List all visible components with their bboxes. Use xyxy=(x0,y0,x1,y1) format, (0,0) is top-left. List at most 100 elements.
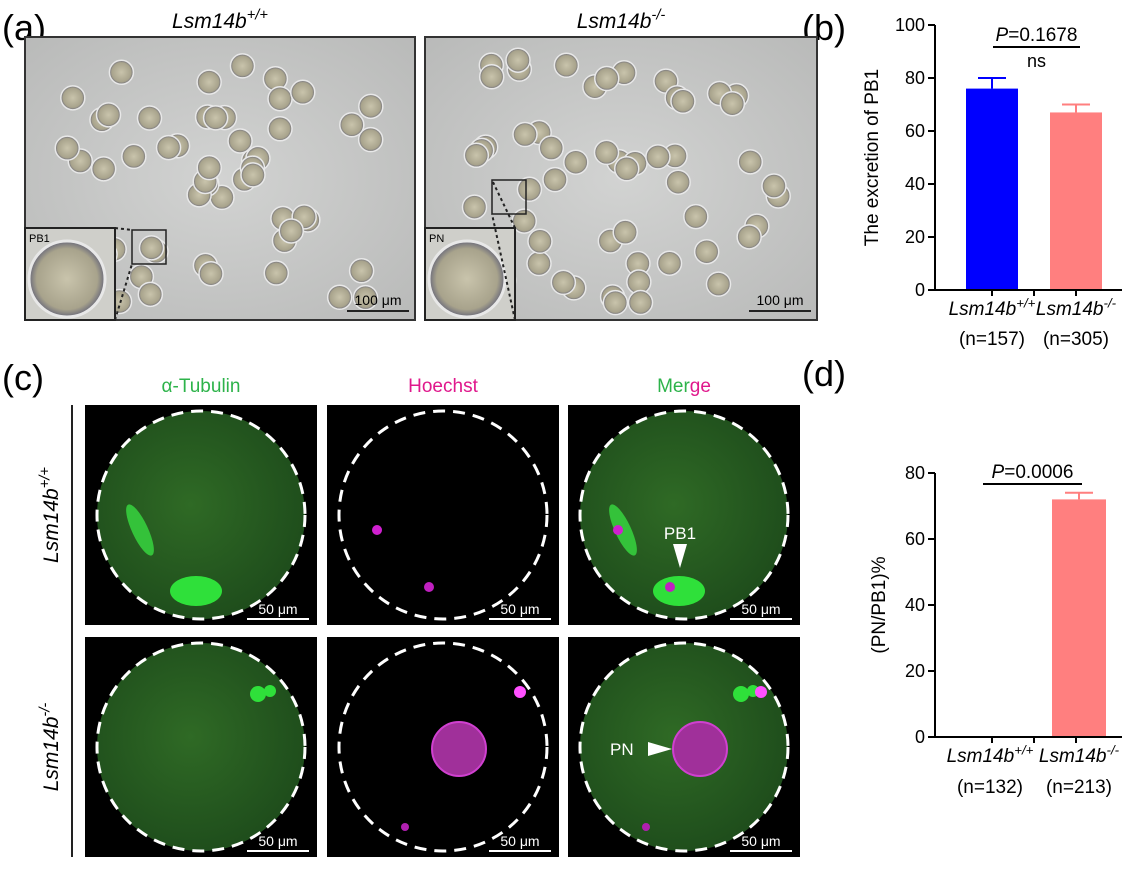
spindle xyxy=(126,504,154,556)
inset-label: PB1 xyxy=(29,233,50,245)
zoom-box xyxy=(491,179,527,215)
y-axis-title: The excretion of PB1 xyxy=(862,69,883,246)
p-symbol: P xyxy=(992,462,1005,483)
y-tick-label: 80 xyxy=(905,463,925,483)
fluorescence-image: 50 μm xyxy=(85,405,317,625)
oocyte xyxy=(60,85,86,111)
genotype-label: Lsm14b-/- xyxy=(577,8,666,33)
oocyte-outline xyxy=(578,409,790,621)
bar xyxy=(1050,112,1102,290)
genotype-label: Lsm14b-/- xyxy=(38,703,63,792)
oocyte xyxy=(478,64,505,90)
micrograph: PN 100 μm xyxy=(424,36,818,321)
genotype-superscript: +/+ xyxy=(247,8,269,24)
oocyte xyxy=(719,90,746,117)
chromatin xyxy=(665,582,675,592)
chromatin xyxy=(372,525,382,535)
oocyte xyxy=(227,128,253,154)
y-tick-label: 40 xyxy=(905,595,925,615)
channel-title-part: α-Tubulin xyxy=(162,376,241,397)
scale-bar-label: 50 μm xyxy=(500,601,539,617)
y-tick-label: 40 xyxy=(905,174,925,194)
oocyte xyxy=(463,142,490,169)
genotype-name: Lsm14b xyxy=(947,746,1015,767)
genotype-name: Lsm14b xyxy=(1036,299,1104,320)
channel-title: α-Tubulin xyxy=(162,376,241,397)
zoom-line xyxy=(114,263,133,321)
oocyte xyxy=(670,88,696,115)
polar-body xyxy=(514,686,526,698)
spindle xyxy=(653,576,705,606)
oocyte xyxy=(461,194,488,220)
p-value: P=0.0006 xyxy=(992,462,1074,483)
p-number: =0.0006 xyxy=(1004,462,1073,483)
oocyte xyxy=(290,79,316,106)
y-tick-label: 0 xyxy=(915,280,925,300)
zoom-line xyxy=(114,227,133,231)
zoom-box xyxy=(131,229,167,265)
oocyte xyxy=(527,228,553,255)
significance-note: ns xyxy=(1027,51,1046,71)
oocyte xyxy=(542,166,568,193)
arrowhead xyxy=(673,544,687,568)
oocyte xyxy=(761,173,787,199)
arrow-label: PN xyxy=(610,740,634,759)
panel-label: (d) xyxy=(802,353,846,394)
pronucleus xyxy=(431,721,487,777)
oocyte xyxy=(553,52,580,79)
genotype-label: Lsm14b-/- xyxy=(1039,742,1120,767)
oocyte xyxy=(138,235,165,261)
oocyte xyxy=(645,144,671,170)
oocyte xyxy=(54,135,80,161)
y-tick-label: 20 xyxy=(905,227,925,247)
oocyte xyxy=(563,149,589,175)
fluorescence-image: 50 μm PN xyxy=(568,637,800,857)
cytoplasm xyxy=(97,411,305,619)
genotype-superscript: -/- xyxy=(38,703,54,717)
spindle xyxy=(250,686,266,702)
oocyte xyxy=(155,134,182,161)
oocyte-outline xyxy=(95,409,307,621)
oocyte xyxy=(263,260,290,286)
oocyte xyxy=(512,121,538,148)
zoom-line xyxy=(491,213,516,321)
image-background xyxy=(327,405,559,625)
oocyte xyxy=(136,105,163,131)
oocyte xyxy=(683,203,709,230)
channel-title-part: ge xyxy=(690,376,711,397)
oocyte xyxy=(352,284,379,311)
genotype-name: Lsm14b xyxy=(949,299,1017,320)
bar xyxy=(1052,499,1106,737)
panel-label: (c) xyxy=(2,357,44,398)
y-tick-label: 80 xyxy=(905,68,925,88)
category-count: (n=132) xyxy=(957,777,1023,798)
oocyte xyxy=(196,69,222,95)
oocyte xyxy=(196,154,222,181)
oocyte xyxy=(627,289,654,316)
chromatin xyxy=(401,823,409,831)
scale-bar-label: 50 μm xyxy=(258,601,297,617)
y-tick-label: 0 xyxy=(915,727,925,747)
oocyte xyxy=(693,238,720,265)
oocyte-outline xyxy=(578,641,790,853)
oocyte xyxy=(358,93,384,120)
oocyte xyxy=(267,116,293,142)
oocyte xyxy=(613,156,640,182)
channel-title: Hoechst xyxy=(408,376,478,397)
chromatin xyxy=(642,823,650,831)
genotype-label: Lsm14b+/+ xyxy=(947,742,1034,767)
spindle xyxy=(733,686,749,702)
oocyte xyxy=(326,284,353,310)
oocyte xyxy=(612,219,638,245)
genotype-superscript: +/+ xyxy=(38,467,54,489)
oocyte xyxy=(550,269,577,296)
oocyte xyxy=(538,135,565,161)
category-count: (n=213) xyxy=(1046,777,1112,798)
genotype-label: Lsm14b+/+ xyxy=(38,467,63,563)
chromatin xyxy=(613,525,623,535)
oocyte xyxy=(526,250,552,277)
category-count: (n=305) xyxy=(1043,329,1109,350)
p-value: P=0.1678 xyxy=(996,25,1078,46)
oocyte-outline xyxy=(95,641,307,853)
oocyte xyxy=(278,218,305,244)
